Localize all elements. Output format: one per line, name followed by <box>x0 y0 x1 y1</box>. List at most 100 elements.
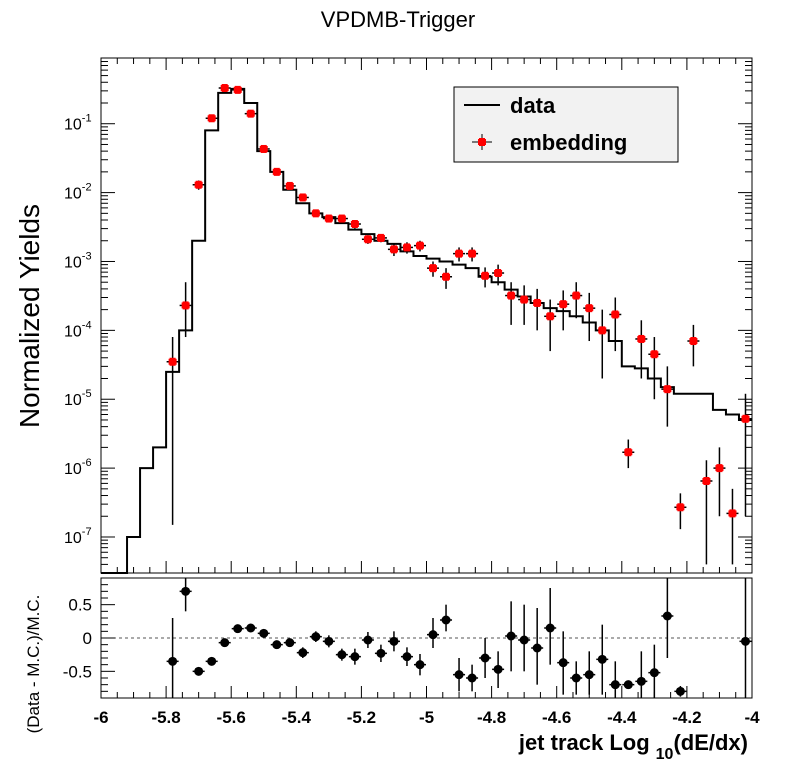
ratio-point <box>622 680 635 690</box>
embedding-point <box>440 268 453 289</box>
x-tick-label: -4.2 <box>672 708 701 727</box>
embedding-point <box>192 180 205 190</box>
ratio-point <box>335 648 348 661</box>
embedding-point <box>531 288 544 331</box>
ratio-point <box>440 604 453 632</box>
y-tick-label: 0.5 <box>68 596 92 615</box>
y-tick-label: 0 <box>83 629 92 648</box>
ratio-point <box>544 588 557 665</box>
embedding-point <box>322 214 335 223</box>
embedding-point <box>361 235 374 244</box>
embedding-point <box>413 240 426 252</box>
ratio-point <box>361 632 374 648</box>
ratio-point <box>374 644 387 662</box>
ratio-point <box>205 656 218 666</box>
x-tick-label: -5.6 <box>217 708 246 727</box>
ratio-point <box>479 638 492 678</box>
ratio-point <box>218 638 231 648</box>
ratio-point <box>492 651 505 688</box>
embedding-point <box>179 282 192 338</box>
embedding-point <box>518 285 531 325</box>
embedding-point <box>648 337 661 400</box>
ratio-point <box>427 618 440 648</box>
embedding-point <box>583 292 596 342</box>
embedding-point <box>596 309 609 379</box>
embedding-point <box>713 447 726 517</box>
embedding-point <box>687 324 700 367</box>
legend-box <box>453 86 679 163</box>
x-axis-ticks: -6 -5.8 -5.6 -5.4 -5.2 -5 -4.8 -4.6 -4.4 -4.2 -4 <box>93 686 760 727</box>
ratio-point <box>648 644 661 698</box>
legend: data embedding <box>453 86 679 163</box>
embedding-point <box>674 493 687 530</box>
ratio-point <box>596 624 609 695</box>
bottom-panel: -0.5 0 0.5 -6 -5.8 -5.6 -5.4 -5.2 -5 -4.8 -4.6 -4.… <box>24 577 760 763</box>
embedding-point <box>374 233 387 243</box>
ratio-point <box>166 618 179 698</box>
y-tick-label: 10-7 <box>64 526 92 547</box>
ratio-point <box>231 624 244 634</box>
embedding-point <box>348 220 361 229</box>
bottom-y-axis-label: (Data - M.C.)/M.C. <box>24 595 43 734</box>
x-axis-label-subscript: 10 <box>656 746 674 763</box>
x-tick-label: -5.4 <box>282 708 312 727</box>
embedding-point <box>309 209 322 218</box>
embedding-point <box>335 214 348 223</box>
ratio-point <box>635 651 648 698</box>
ratio-points <box>166 578 752 698</box>
embedding-point <box>231 85 244 94</box>
ratio-point <box>296 647 309 658</box>
ratio-point <box>322 635 335 648</box>
embedding-points <box>166 84 752 565</box>
embedding-point <box>492 264 505 286</box>
data-histogram-line <box>101 87 752 574</box>
embedding-point <box>622 439 635 469</box>
ratio-point <box>179 578 192 612</box>
ratio-point <box>739 578 752 698</box>
ratio-point <box>244 623 257 633</box>
embedding-point <box>387 243 400 257</box>
x-tick-label: -4.4 <box>607 708 637 727</box>
ratio-point <box>505 601 518 672</box>
embedding-point <box>218 84 231 93</box>
y-tick-label: 10-5 <box>64 388 92 409</box>
ratio-point <box>192 666 205 676</box>
y-tick-label: 10-1 <box>64 113 92 134</box>
ratio-point <box>518 604 531 672</box>
embedding-point <box>505 282 518 325</box>
embedding-point <box>570 282 583 319</box>
x-tick-label: -5 <box>419 708 434 727</box>
top-panel: 10-7 10-6 10-5 10-4 10-3 10-2 10-1 Normalized … <box>14 57 753 574</box>
y-tick-label: -0.5 <box>63 662 92 681</box>
embedding-point <box>700 460 713 565</box>
x-tick-label: -5.2 <box>347 708 376 727</box>
ratio-point <box>609 661 622 698</box>
embedding-point <box>739 393 752 517</box>
embedding-point <box>661 366 674 427</box>
embedding-point <box>609 297 622 352</box>
ratio-point <box>309 631 322 642</box>
x-tick-label: -4.6 <box>542 708 571 727</box>
ratio-point <box>661 578 674 658</box>
ratio-point <box>570 661 583 695</box>
embedding-point <box>205 114 218 123</box>
x-tick-label: -4 <box>744 708 760 727</box>
x-tick-label: -6 <box>93 708 108 727</box>
embedding-point <box>479 267 492 288</box>
legend-data-label: data <box>510 93 556 118</box>
embedding-point <box>544 299 557 352</box>
ratio-point <box>466 664 479 692</box>
ratio-point <box>531 608 544 685</box>
ratio-point <box>413 654 426 676</box>
ratio-point <box>453 658 466 692</box>
embedding-point <box>244 109 257 118</box>
legend-embedding-label: embedding <box>510 130 627 155</box>
embedding-point <box>453 247 466 262</box>
embedding-point <box>726 488 739 565</box>
x-tick-label: -5.8 <box>151 708 180 727</box>
y-tick-label: 10-3 <box>64 250 92 271</box>
embedding-point <box>557 290 570 331</box>
embedding-point <box>283 181 296 190</box>
ratio-point <box>674 686 687 697</box>
